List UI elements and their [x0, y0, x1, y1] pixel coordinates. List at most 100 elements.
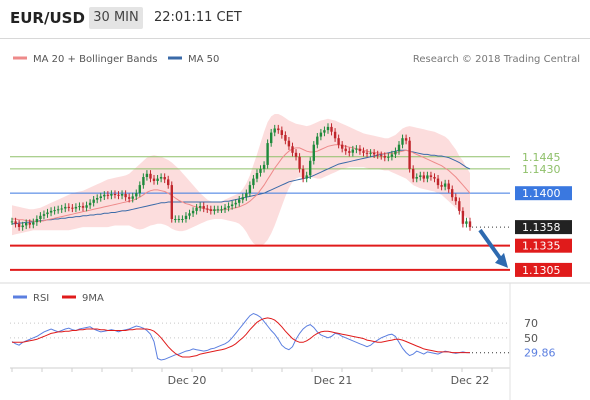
price-tag-bg [515, 238, 572, 253]
candle-body [422, 175, 425, 179]
candle-body [28, 223, 31, 225]
candle [195, 204, 198, 215]
ma20-legend-label: MA 20 + Bollinger Bands [33, 54, 157, 65]
candle [355, 145, 358, 154]
candle [259, 165, 262, 177]
candle-body [380, 155, 383, 157]
candle [156, 174, 159, 185]
candle-body [174, 219, 177, 220]
candle [230, 200, 234, 210]
candle-body [163, 177, 166, 180]
candle [404, 134, 408, 145]
price-tag-label: 1.1430 [522, 163, 561, 176]
candle-body [252, 178, 255, 186]
candle [266, 139, 269, 169]
candle [280, 126, 283, 139]
candle [422, 171, 425, 183]
candle-body [365, 152, 369, 154]
candle [387, 153, 390, 162]
price-tag-label: 1.1335 [522, 240, 561, 253]
candle-body [394, 151, 397, 155]
candle [199, 202, 202, 212]
candle-body [419, 175, 422, 177]
candle-body [195, 207, 198, 211]
candle [309, 157, 312, 180]
candle-body [326, 126, 330, 131]
candle [117, 191, 120, 200]
candle [252, 174, 255, 189]
price-tag-label: 1.1305 [522, 264, 561, 277]
candle-body [213, 209, 216, 211]
candle [245, 189, 248, 201]
candle [138, 181, 141, 197]
candle-body [369, 152, 372, 154]
candle-body [458, 201, 461, 211]
candle [152, 174, 156, 185]
candle [248, 181, 252, 197]
candle [365, 149, 369, 158]
candle-body [110, 194, 113, 196]
candle-body [387, 156, 390, 158]
candle-body [152, 178, 156, 181]
candle [376, 150, 379, 159]
candle [159, 173, 163, 183]
rsi-tick-label: 50 [524, 332, 538, 345]
candle [181, 215, 184, 223]
candle [49, 207, 53, 217]
candle [113, 190, 117, 199]
candle [188, 209, 191, 220]
candle [167, 175, 170, 189]
candle-body [124, 194, 127, 198]
candle [220, 205, 223, 213]
candle [106, 191, 110, 200]
candle [429, 171, 433, 181]
price-tag-label: 1.1358 [522, 221, 561, 234]
candle-body [351, 149, 354, 153]
candle [436, 174, 440, 189]
candle-body [74, 206, 78, 209]
credit-label: Research © 2018 Trading Central [413, 54, 580, 65]
candle [383, 152, 386, 162]
candle [440, 181, 443, 191]
candle-body [120, 194, 124, 196]
candle-body [323, 130, 326, 133]
candle-body [99, 196, 102, 198]
candle-body [440, 185, 443, 187]
candle-body [209, 209, 212, 211]
candle [128, 193, 131, 203]
candle-body [117, 194, 120, 196]
rsi-ma9-line [12, 317, 470, 358]
candle-body [67, 206, 70, 208]
candle-body [181, 219, 184, 220]
candle [461, 207, 465, 228]
candle-body [238, 199, 241, 203]
timeframe-button[interactable]: 30 MIN [89, 7, 143, 29]
candle-body [241, 197, 244, 200]
candle-body [167, 179, 170, 186]
candle-body [429, 175, 433, 177]
ma50-legend-label: MA 50 [188, 54, 219, 65]
candle-body [103, 194, 106, 197]
candle [135, 189, 138, 201]
candle-body [447, 183, 450, 190]
candle-body [376, 154, 379, 156]
price-tag-resistance: 1.1445 [515, 149, 572, 164]
candle [348, 147, 351, 157]
candle [362, 147, 365, 157]
candle [96, 194, 99, 204]
candle-body [468, 221, 472, 228]
candle-body [88, 202, 92, 206]
candle-body [412, 168, 415, 179]
candle-body [128, 197, 131, 199]
candle [351, 145, 354, 157]
candle-body [337, 138, 340, 145]
candle [380, 151, 383, 160]
candle [291, 142, 294, 157]
candle-body [301, 168, 305, 179]
candle-body [284, 135, 287, 141]
candle [174, 215, 177, 223]
clock-label: 22:01:11 CET [154, 10, 242, 25]
candle [142, 173, 145, 189]
candle-body [245, 193, 248, 198]
candle-body [443, 183, 447, 187]
